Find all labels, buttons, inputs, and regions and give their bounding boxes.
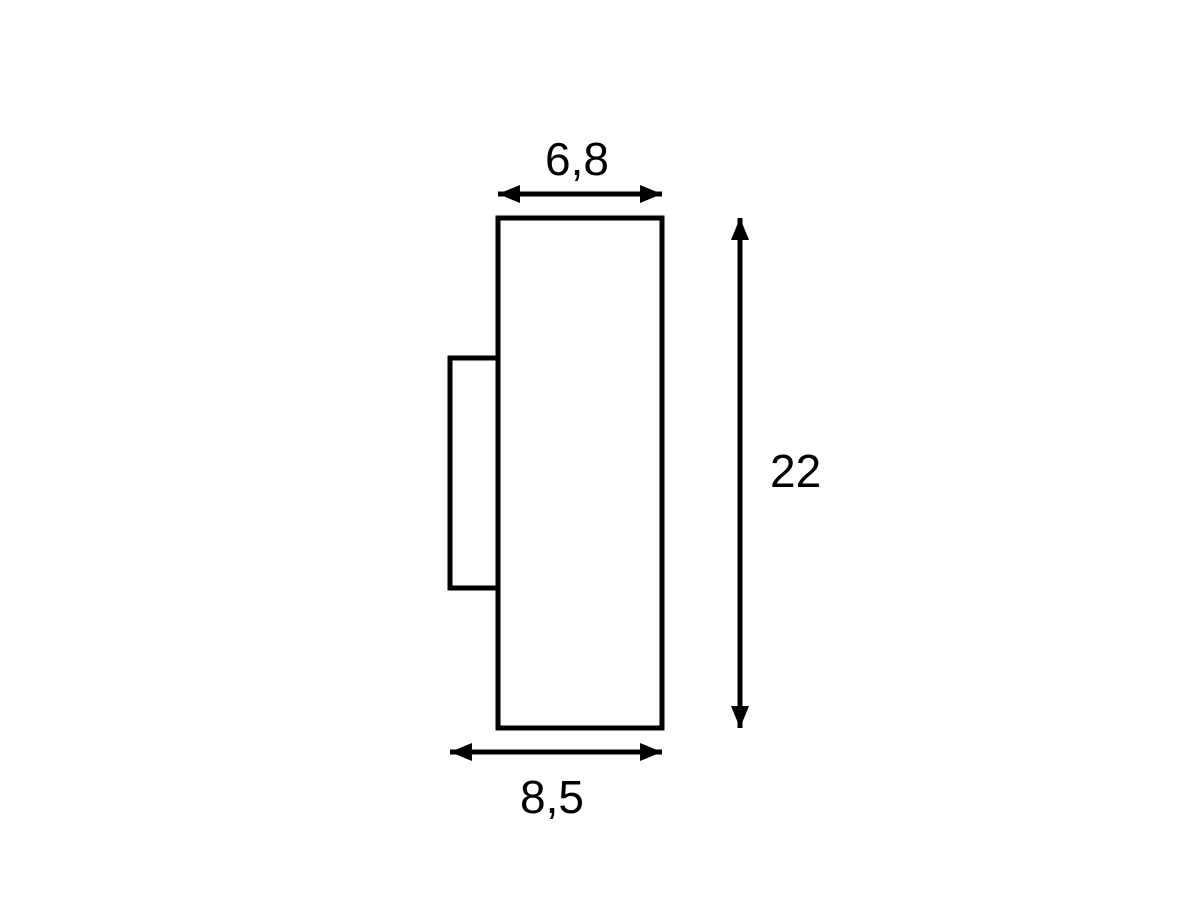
diagram-canvas: 6,8 8,5 22 <box>0 0 1200 900</box>
dimension-label-right: 22 <box>770 444 821 498</box>
dimension-label-top: 6,8 <box>545 132 609 186</box>
dimension-label-bottom: 8,5 <box>520 770 584 824</box>
